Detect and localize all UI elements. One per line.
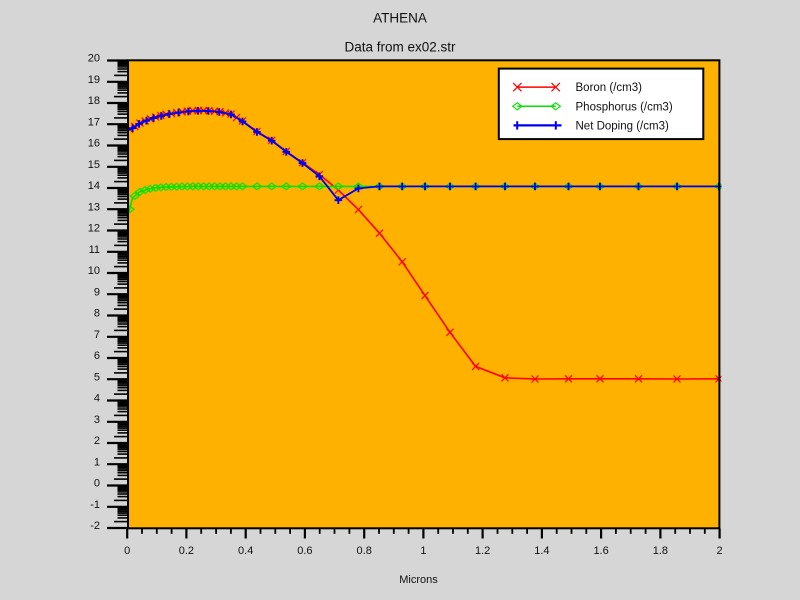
svg-text:Boron (/cm3): Boron (/cm3) bbox=[576, 82, 643, 94]
svg-text:1.4: 1.4 bbox=[534, 545, 549, 557]
svg-text:1.6: 1.6 bbox=[593, 545, 608, 557]
svg-text:2: 2 bbox=[717, 545, 723, 557]
svg-text:1: 1 bbox=[94, 456, 100, 468]
svg-text:20: 20 bbox=[88, 53, 100, 65]
svg-text:1.8: 1.8 bbox=[653, 545, 668, 557]
svg-text:1.2: 1.2 bbox=[475, 545, 490, 557]
svg-text:16: 16 bbox=[88, 138, 100, 150]
svg-text:19: 19 bbox=[88, 74, 100, 86]
svg-text:10: 10 bbox=[88, 265, 100, 277]
svg-text:3: 3 bbox=[94, 414, 100, 426]
svg-text:12: 12 bbox=[88, 223, 100, 235]
svg-text:15: 15 bbox=[88, 159, 100, 171]
svg-text:17: 17 bbox=[88, 117, 100, 129]
svg-text:-2: -2 bbox=[90, 520, 100, 532]
svg-text:0: 0 bbox=[124, 545, 130, 557]
svg-text:Microns: Microns bbox=[399, 574, 438, 586]
svg-text:0.8: 0.8 bbox=[357, 545, 372, 557]
svg-text:18: 18 bbox=[88, 95, 100, 107]
svg-text:8: 8 bbox=[94, 308, 100, 320]
svg-text:4: 4 bbox=[94, 393, 100, 405]
svg-text:1: 1 bbox=[420, 545, 426, 557]
svg-text:14: 14 bbox=[88, 180, 100, 192]
svg-text:9: 9 bbox=[94, 286, 100, 298]
svg-text:2: 2 bbox=[94, 435, 100, 447]
svg-text:7: 7 bbox=[94, 329, 100, 341]
svg-text:0: 0 bbox=[94, 478, 100, 490]
svg-text:0.4: 0.4 bbox=[238, 545, 253, 557]
svg-text:11: 11 bbox=[89, 244, 100, 256]
svg-text:0.2: 0.2 bbox=[179, 545, 194, 557]
svg-text:Phosphorus (/cm3): Phosphorus (/cm3) bbox=[576, 101, 673, 113]
svg-text:ATHENA: ATHENA bbox=[373, 11, 427, 26]
svg-text:13: 13 bbox=[88, 201, 100, 213]
svg-text:-1: -1 bbox=[90, 499, 100, 511]
svg-text:Net Doping (/cm3): Net Doping (/cm3) bbox=[576, 120, 669, 132]
svg-text:Data from ex02.str: Data from ex02.str bbox=[344, 39, 456, 54]
svg-text:0.6: 0.6 bbox=[297, 545, 312, 557]
svg-text:5: 5 bbox=[94, 371, 100, 383]
svg-text:6: 6 bbox=[94, 350, 100, 362]
